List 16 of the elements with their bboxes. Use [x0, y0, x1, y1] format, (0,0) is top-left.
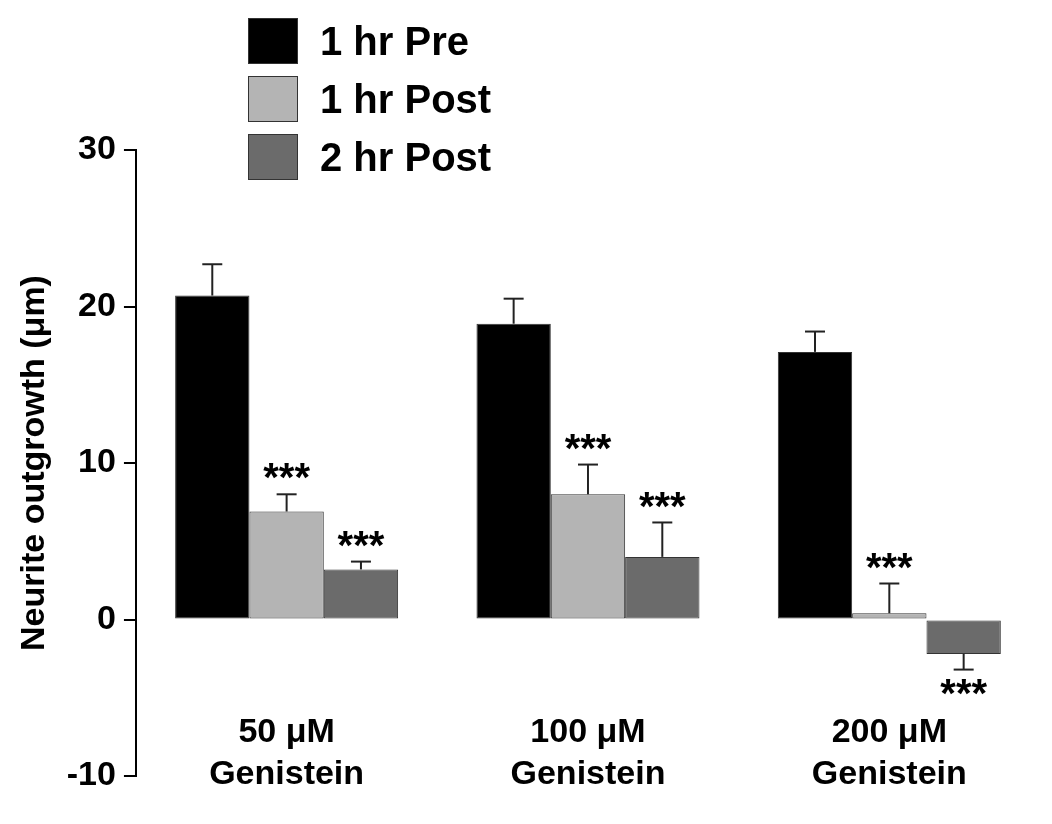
x-tick-label: 100 μM Genistein — [510, 711, 666, 792]
annotation: *** — [865, 544, 914, 589]
y-tick-label: 10 — [78, 441, 116, 480]
legend-label: 1 hr Post — [320, 76, 492, 122]
annotation: *** — [638, 483, 687, 528]
annotation: *** — [263, 455, 311, 500]
annotation: *** — [337, 522, 385, 567]
legend-label: 2 hr Post — [320, 134, 492, 180]
x-tick-label: 50 μM Genistein — [209, 711, 365, 792]
legend-label: 1 hr Pre — [320, 18, 469, 64]
y-tick-label: 0 — [97, 597, 116, 636]
y-tick-label: 30 — [78, 128, 116, 167]
y-tick-label: -10 — [66, 754, 116, 793]
annotation: *** — [564, 425, 612, 470]
y-tick-label: 20 — [78, 284, 116, 323]
y-axis-title: Neurite outgrowth (μm) — [12, 275, 51, 651]
